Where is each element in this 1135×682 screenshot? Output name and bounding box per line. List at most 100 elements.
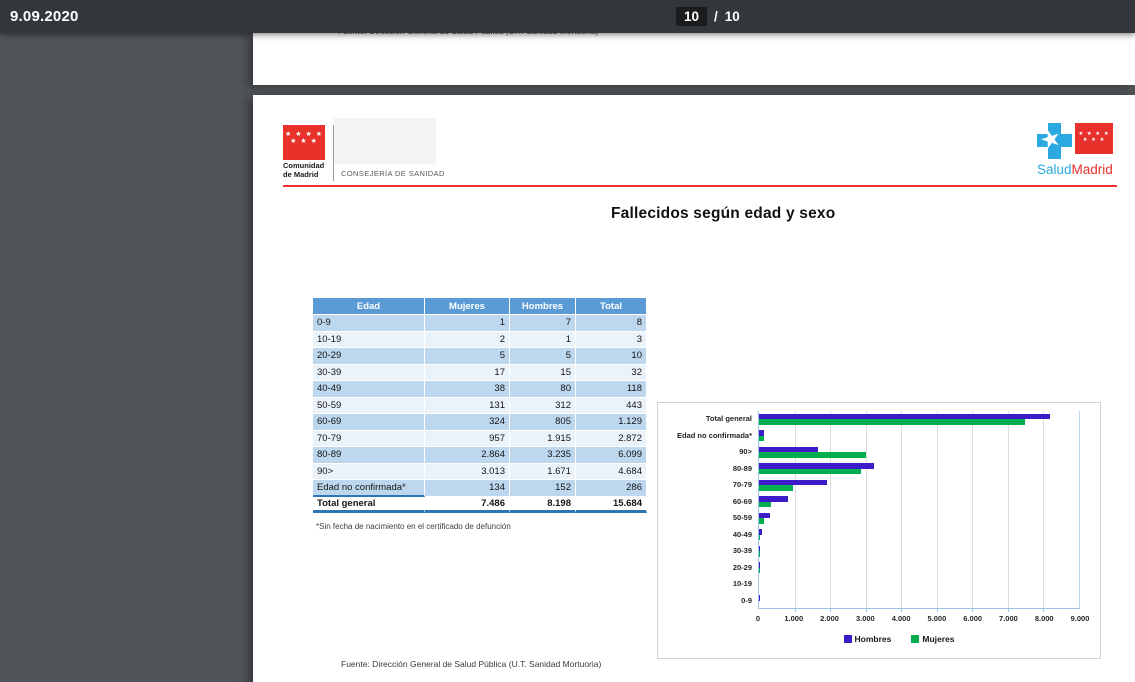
table-cell-value: 15.684	[576, 496, 647, 513]
chart-bar-row	[759, 428, 1079, 445]
chart-plot	[758, 411, 1080, 612]
legend-label: Mujeres	[922, 634, 955, 644]
table-column-header: Mujeres	[425, 298, 510, 315]
table-cell-value: 2.872	[576, 430, 647, 447]
source-text: Fuente: Dirección General de Salud Públi…	[341, 659, 602, 669]
logo-separator	[333, 125, 334, 181]
chart-gridline	[830, 411, 832, 608]
legend-label: Hombres	[854, 634, 892, 644]
pdf-viewer-toolbar: 9.09.2020 10 / 10	[0, 0, 1135, 33]
table-row: 70-79 957 1.915 2.872	[313, 430, 647, 447]
chart-category-label: 50-59	[732, 513, 752, 522]
legend-item-mujeres: Mujeres	[911, 634, 954, 644]
table-cell-value: 15	[510, 364, 576, 381]
pdf-page-9: Fuente: Dirección General de Salud Públi…	[253, 26, 1135, 85]
table-cell-age: 50-59	[313, 397, 425, 414]
table-cell-value: 2	[425, 331, 510, 348]
table-cell-value: 32	[576, 364, 647, 381]
chart-bar-row	[759, 461, 1079, 478]
table-cell-value: 152	[510, 480, 576, 497]
page-total: 10	[724, 9, 740, 24]
legend-item-hombres: Hombres	[843, 634, 892, 644]
table-cell-value: 118	[576, 381, 647, 398]
table-cell-value: 17	[425, 364, 510, 381]
table-cell-value: 38	[425, 381, 510, 398]
table-cell-value: 6.099	[576, 447, 647, 464]
table-row: 50-59 131 312 443	[313, 397, 647, 414]
chart-tick-mark	[936, 609, 938, 612]
table-cell-age: 70-79	[313, 430, 425, 447]
table-cell-value: 80	[510, 381, 576, 398]
bar-hombres	[759, 512, 771, 519]
table-cell-value: 131	[425, 397, 510, 414]
table-cell-value: 10	[576, 348, 647, 365]
chart-category-label: 20-29	[732, 562, 752, 572]
deaths-table: Edad Mujeres Hombres Total 0-9 1 7 8 10-19 2 1 3 20…	[313, 298, 647, 513]
chart-bar-row	[759, 494, 1079, 511]
chart-category-label: 0-9	[741, 595, 752, 605]
bar-mujeres	[759, 534, 761, 541]
document-date: 9.09.2020	[10, 8, 79, 25]
chart-x-tick-label: 9.000	[1070, 614, 1090, 623]
madrid-flag-icon: ★ ★ ★ ★ ★ ★ ★	[1075, 123, 1113, 154]
chart-gridline	[1007, 411, 1009, 608]
table-cell-age: Total general	[313, 496, 425, 513]
table-cell-age: 40-49	[313, 381, 425, 398]
table-cell-value: 1	[510, 331, 576, 348]
table-column-header: Total	[576, 298, 647, 315]
table-cell-value: 3.013	[425, 463, 510, 480]
table-cell-value: 443	[576, 397, 647, 414]
table-cell-value: 1.671	[510, 463, 576, 480]
chart-x-tick-label: 0	[755, 614, 761, 623]
chart-gridline	[936, 411, 938, 608]
table-row: 80-89 2.864 3.235 6.099	[313, 447, 647, 464]
chart-x-axis-labels: 0 1.000 2.000 3.000 4.000 5.000 6.000 7.000 8.00…	[755, 614, 1089, 624]
chart-category-label: Total general	[705, 414, 752, 423]
chart-x-tick-label: 3.000	[855, 614, 875, 623]
chart-x-tick-label: 7.000	[999, 614, 1018, 623]
chart-x-tick-label: 1.000	[784, 614, 804, 623]
chart-bar-row	[759, 444, 1079, 461]
chart-gridline	[901, 411, 903, 608]
page-number-input[interactable]: 10	[676, 7, 708, 26]
bar-mujeres	[759, 419, 1026, 425]
table-row: 30-39 17 15 32	[313, 364, 647, 381]
bar-hombres	[759, 446, 819, 453]
chart-gridline	[972, 411, 974, 608]
chart: Total general Edad no confirmada* 90> 80-89…	[657, 402, 1101, 659]
chart-x-tick-label: 4.000	[891, 614, 911, 623]
table-cell-value: 1	[425, 315, 510, 332]
chart-bar-row	[759, 527, 1079, 544]
table-cell-value: 1.129	[576, 414, 647, 431]
chart-bar-row	[759, 411, 1079, 428]
table-cell-value: 805	[510, 414, 576, 431]
chart-bar-row	[759, 560, 1079, 577]
table-row: 10-19 2 1 3	[313, 331, 647, 348]
table-cell-age: 90>	[313, 463, 425, 480]
chart-x-tick-label: 8.000	[1034, 614, 1054, 623]
table-cell-value: 7	[510, 315, 576, 332]
table-cell-value: 3.235	[510, 447, 576, 464]
pdf-page-10: ★ ★ ★ ★ ★ ★ ★ Comunidad de Madrid CONSEJ…	[253, 95, 1135, 682]
bar-mujeres	[759, 518, 764, 524]
table-footnote: *Sin fecha de nacimiento en el certifica…	[316, 522, 511, 531]
table-cell-value: 134	[425, 480, 510, 497]
table-row: 60-69 324 805 1.129	[313, 414, 647, 431]
table-cell-age: 20-29	[313, 348, 425, 365]
table-cell-value: 957	[425, 430, 510, 447]
bar-hombres	[759, 496, 788, 502]
table-row: 0-9 1 7 8	[313, 315, 647, 332]
table-cell-value: 4.684	[576, 463, 647, 480]
bar-mujeres	[759, 435, 764, 442]
bar-hombres	[759, 413, 1051, 420]
chart-bar-row	[759, 576, 1079, 593]
table-cell-value: 286	[576, 480, 647, 497]
comunidad-de-madrid-label: Comunidad de Madrid	[283, 161, 325, 179]
table-cell-value: 7.486	[425, 496, 510, 513]
table-header-row: Edad Mujeres Hombres Total	[313, 298, 647, 315]
chart-tick-mark	[830, 609, 832, 612]
chart-category-labels: Total general Edad no confirmada* 90> 80-89…	[658, 411, 752, 609]
chart-bar-row	[759, 477, 1079, 494]
page-separator: /	[714, 9, 718, 24]
chart-gridline	[794, 411, 796, 608]
